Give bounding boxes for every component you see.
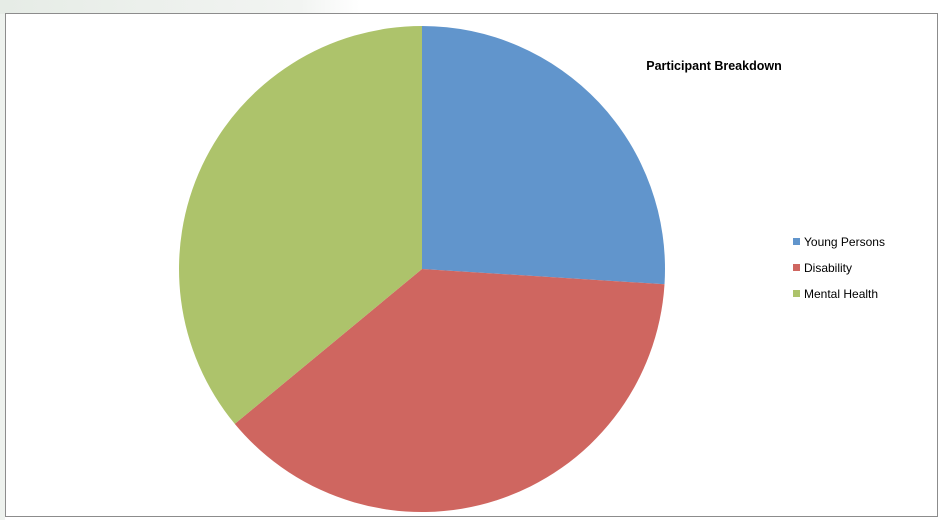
chart-title: Participant Breakdown [646, 59, 781, 73]
pie-slice-disability [234, 269, 665, 512]
legend-label-young-persons: Young Persons [804, 235, 885, 249]
window-top-strip [0, 0, 942, 14]
legend-swatch-mental-health [793, 290, 800, 297]
legend-swatch-young-persons [793, 238, 800, 245]
pie-slices [179, 26, 665, 512]
window-left-strip [0, 14, 5, 520]
pie-slice-mental-health [179, 26, 422, 424]
pie-slice-young-persons [422, 26, 665, 285]
legend-swatch-disability [793, 264, 800, 271]
legend-label-disability: Disability [804, 261, 852, 275]
legend-label-mental-health: Mental Health [804, 287, 878, 301]
chart-legend: Young Persons Disability Mental Health [793, 235, 885, 301]
